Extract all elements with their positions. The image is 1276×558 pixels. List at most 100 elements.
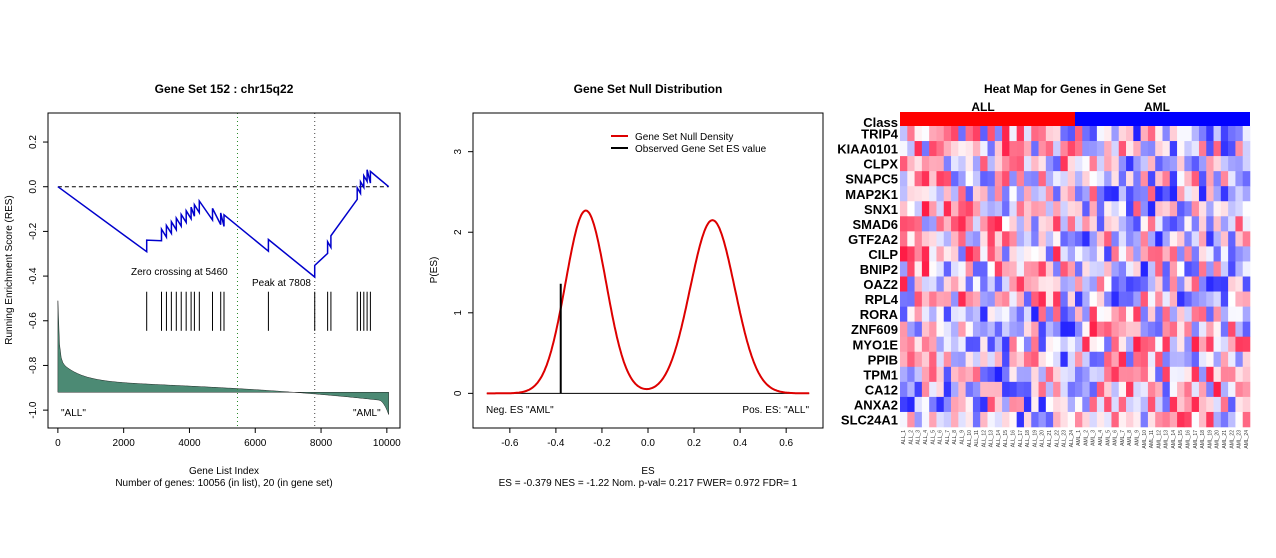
heatmap-cell (1016, 411, 1025, 428)
heatmap-cell (1075, 306, 1083, 322)
heatmap-cell (1147, 411, 1156, 428)
heatmap-gene-label: MYO1E (852, 337, 898, 352)
heatmap-cell (1031, 396, 1039, 413)
heatmap-cell (965, 291, 974, 307)
heatmap-cell (914, 351, 923, 368)
heatmap-cell (1126, 156, 1134, 172)
heatmap-cell (1140, 381, 1149, 398)
heatmap-cell (1031, 366, 1039, 383)
heatmap-cell (1111, 216, 1120, 232)
heatmap-cell (907, 261, 915, 277)
heatmap-cell (1082, 201, 1090, 217)
heatmap-cell (929, 231, 937, 247)
heatmap-cell (1060, 126, 1069, 142)
heatmap-cell (1228, 261, 1236, 277)
heatmap-cell (1220, 381, 1229, 398)
heatmap-cell (1045, 141, 1054, 157)
heatmap-cell (1111, 186, 1120, 202)
heatmap-cell (1002, 156, 1010, 172)
heatmap-cell (1111, 366, 1120, 383)
heatmap-cell (1016, 306, 1025, 322)
heatmap-cell (914, 306, 923, 322)
heatmap-cell (914, 291, 923, 307)
heatmap-cell (1002, 126, 1010, 142)
heatmap-cell (1089, 141, 1098, 157)
heatmap-cell (1060, 366, 1069, 383)
null-density-line (486, 209, 810, 395)
heatmap-cell (1228, 336, 1236, 353)
heatmap-cell (1075, 291, 1083, 307)
heatmap-cell (936, 351, 945, 368)
heatmap-cell (921, 171, 930, 187)
heatmap-cell (1169, 381, 1178, 398)
heatmap-cell (914, 231, 923, 247)
null-x-tick-label: -0.4 (547, 438, 565, 449)
heatmap-cell (1038, 366, 1047, 383)
heatmap-cell (1162, 246, 1171, 262)
heatmap-cell (1104, 276, 1112, 292)
heatmap-cell (900, 291, 908, 307)
heatmap-cell (936, 291, 945, 307)
heatmap-cell (1075, 186, 1083, 202)
heatmap-cell (1235, 246, 1244, 262)
heatmap-cell (1191, 201, 1200, 217)
heatmap-cell (994, 246, 1003, 262)
null-x-tick-label: 0.6 (779, 438, 793, 449)
heatmap-sample-label: AML_5 (1105, 430, 1111, 446)
heatmap-cell (1177, 276, 1185, 292)
heatmap-cell (987, 201, 996, 217)
heatmap-cell (1096, 351, 1105, 368)
heatmap-cell (936, 216, 945, 232)
heatmap-cell (907, 306, 915, 322)
res-zero-crossing-label: Zero crossing at 5460 (131, 267, 228, 278)
heatmap-cell (972, 291, 981, 307)
heatmap-cell (958, 351, 966, 368)
heatmap-cell (980, 381, 988, 398)
heatmap-cell (1184, 186, 1192, 202)
heatmap-cell (929, 126, 937, 142)
heatmap-sample-label: AML_4 (1098, 430, 1104, 446)
heatmap-cell (1140, 336, 1149, 353)
heatmap-cell (943, 366, 952, 383)
heatmap-cell (907, 396, 915, 413)
heatmap-cell (1206, 186, 1214, 202)
heatmap-cell (980, 291, 988, 307)
heatmap-cell (1242, 276, 1251, 292)
heatmap-cell (1133, 411, 1141, 428)
heatmap-cell (1038, 156, 1047, 172)
heatmap-cell (951, 411, 959, 428)
heatmap-cell (1126, 366, 1134, 383)
heatmap-cell (1016, 336, 1025, 353)
heatmap-cell (1220, 366, 1229, 383)
heatmap-sample-label: AML_21 (1222, 430, 1228, 449)
heatmap-sample-label: AML_7 (1120, 430, 1126, 446)
heatmap-sample-label: ALL_1 (901, 430, 907, 445)
heatmap-cell (1177, 291, 1185, 307)
heatmap-cell (921, 411, 930, 428)
heatmap-cell (1147, 396, 1156, 413)
heatmap-cell (1184, 276, 1192, 292)
heatmap-gene-label: SLC24A1 (841, 413, 898, 428)
heatmap-cell (943, 321, 952, 337)
heatmap-cell (1155, 186, 1163, 202)
heatmap-cell (907, 411, 915, 428)
heatmap-cell (1060, 306, 1069, 322)
heatmap-cell (1228, 141, 1236, 157)
null-subtitle: ES = -0.379 NES = -1.22 Nom. p-val= 0.21… (499, 478, 798, 489)
heatmap-cell (1228, 381, 1236, 398)
heatmap-cell (1242, 246, 1251, 262)
heatmap-cell (1169, 291, 1178, 307)
heatmap-cell (1045, 396, 1054, 413)
heatmap-cell (1220, 216, 1229, 232)
heatmap-cell (914, 396, 923, 413)
heatmap-cell (1191, 171, 1200, 187)
heatmap-cell (1096, 381, 1105, 398)
heatmap-cell (1067, 201, 1076, 217)
heatmap-cell (1002, 171, 1010, 187)
heatmap-cell (1242, 141, 1251, 157)
heatmap-cell (965, 306, 974, 322)
res-line (57, 169, 390, 279)
heatmap-cell (1169, 276, 1178, 292)
heatmap-cell (965, 201, 974, 217)
heatmap-cell (1242, 366, 1251, 383)
